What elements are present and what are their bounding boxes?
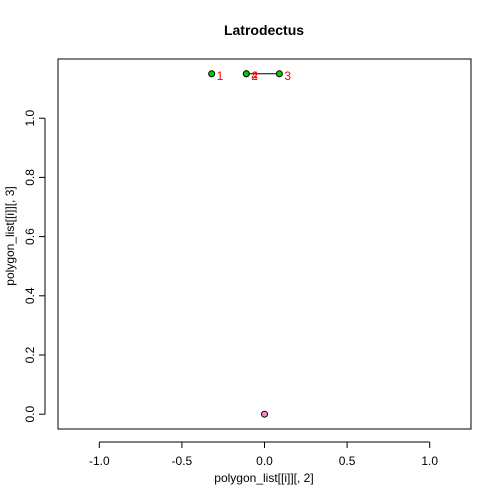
point-label: 2 xyxy=(251,69,258,83)
data-point xyxy=(261,410,268,418)
data-point xyxy=(208,70,216,78)
data-point xyxy=(242,70,250,78)
y-tick-label: 0.6 xyxy=(23,228,37,245)
x-tick-label: 0.0 xyxy=(256,454,273,468)
chart-title: Latrodectus xyxy=(224,22,304,38)
y-axis-label: polygon_list[[i]][, 3] xyxy=(3,186,17,285)
x-axis: -1.0 -0.5 0.0 0.5 1.0 xyxy=(89,441,438,468)
y-axis: 0.0 0.2 0.4 0.6 0.8 1.0 xyxy=(23,110,46,423)
x-tick-label: 0.5 xyxy=(339,454,356,468)
point-label: 4 xyxy=(251,69,258,83)
point-label: 1 xyxy=(217,69,224,83)
y-tick-label: 1.0 xyxy=(23,110,37,127)
point-label: 3 xyxy=(284,69,291,83)
x-tick-label: -0.5 xyxy=(172,454,193,468)
x-tick-label: 1.0 xyxy=(421,454,438,468)
y-tick-label: 0.2 xyxy=(23,346,37,363)
y-tick-label: 0.8 xyxy=(23,169,37,186)
y-tick-label: 0.0 xyxy=(23,406,37,423)
x-axis-label: polygon_list[[i]][, 2] xyxy=(214,471,313,485)
x-tick-label: -1.0 xyxy=(89,454,110,468)
data-marks: 1 2 3 4 xyxy=(208,69,291,418)
y-tick-label: 0.4 xyxy=(23,287,37,304)
plot-frame xyxy=(57,58,472,430)
data-point xyxy=(275,70,283,78)
